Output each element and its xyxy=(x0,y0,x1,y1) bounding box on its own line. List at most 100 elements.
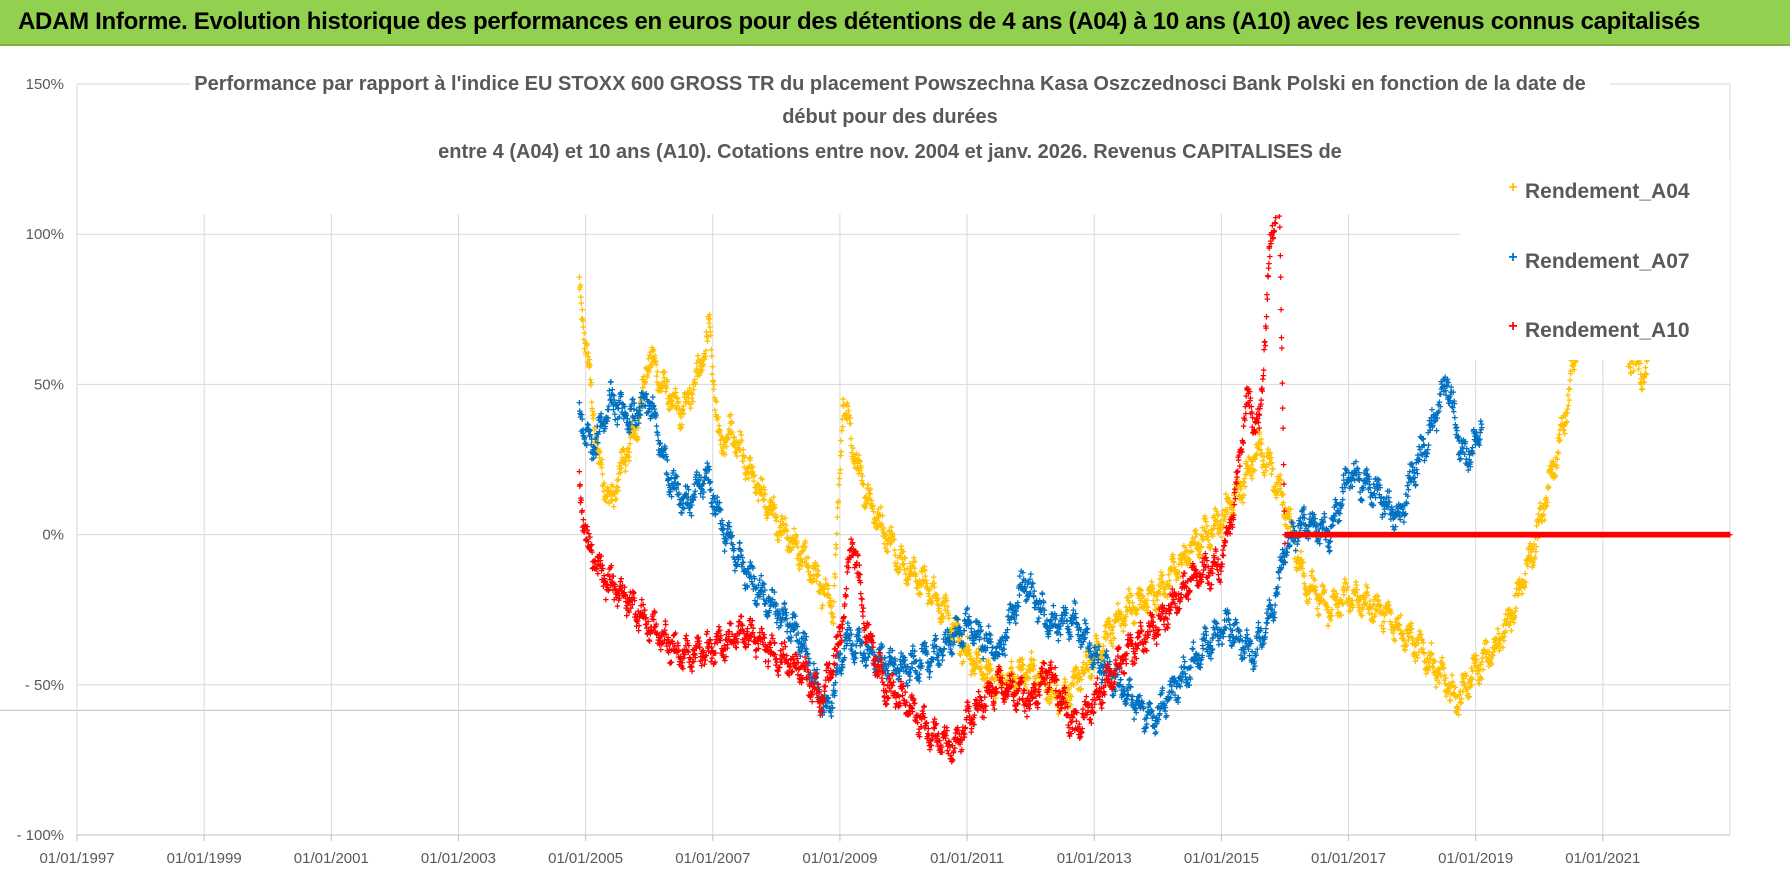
rendement-a04-point: + xyxy=(646,350,652,362)
rendement-a04-point: + xyxy=(688,393,694,405)
rendement-a04-point: + xyxy=(763,507,769,519)
rendement-a04-point: + xyxy=(595,458,601,470)
rendement-a04-point: + xyxy=(710,384,716,396)
rendement-a04-point: + xyxy=(724,435,730,447)
rendement-a04-point: + xyxy=(792,532,798,544)
rendement-a04-point: + xyxy=(767,497,773,509)
rendement-a04-point: + xyxy=(666,391,672,403)
rendement-a04-point: + xyxy=(619,458,625,470)
rendement-a04-point: + xyxy=(788,545,794,557)
rendement-a04-point: + xyxy=(839,421,845,433)
rendement-a07-point: + xyxy=(1187,674,1193,686)
rendement-a04-point: + xyxy=(636,413,642,425)
rendement-a04-point: + xyxy=(856,456,862,468)
rendement-a04-point: + xyxy=(750,472,756,484)
rendement-a04-point: + xyxy=(852,462,858,474)
rendement-a04-point: + xyxy=(787,533,793,545)
rendement-a04-point: + xyxy=(722,450,728,462)
rendement-a04-point: + xyxy=(613,487,619,499)
rendement-a04-point: + xyxy=(723,442,729,454)
rendement-a04-point: + xyxy=(867,484,873,496)
rendement-a04-point: + xyxy=(611,501,617,513)
rendement-a04-point: + xyxy=(816,579,822,591)
rendement-a04-point: + xyxy=(618,447,624,459)
rendement-a04-point: + xyxy=(800,542,806,554)
rendement-a04-point: + xyxy=(649,343,655,355)
rendement-a07-point: + xyxy=(1096,641,1102,653)
rendement-a04-point: + xyxy=(719,449,725,461)
rendement-a04-point: + xyxy=(734,443,740,455)
rendement-a04-point: + xyxy=(837,468,843,480)
rendement-a04-point: + xyxy=(767,495,773,507)
rendement-a04-point: + xyxy=(754,480,760,492)
rendement-a04-point: + xyxy=(678,410,684,422)
rendement-a04-point: + xyxy=(883,547,889,559)
rendement-a04-point: + xyxy=(759,474,765,486)
rendement-a04-point: + xyxy=(799,557,805,569)
rendement-a04-point: + xyxy=(766,502,772,514)
rendement-a04-point: + xyxy=(773,528,779,540)
rendement-a04-point: + xyxy=(769,504,775,516)
rendement-a04-point: + xyxy=(1566,395,1572,407)
rendement-a04-point: + xyxy=(723,432,729,444)
rendement-a04-point: + xyxy=(628,428,634,440)
rendement-a04-point: + xyxy=(716,421,722,433)
rendement-a04-point: + xyxy=(674,392,680,404)
rendement-a04-point: + xyxy=(590,414,596,426)
rendement-a04-point: + xyxy=(727,418,733,430)
rendement-a04-point: + xyxy=(828,601,834,613)
rendement-a04-point: + xyxy=(755,496,761,508)
rendement-a04-point: + xyxy=(805,567,811,579)
rendement-a04-point: + xyxy=(834,502,840,514)
rendement-a04-point: + xyxy=(802,538,808,550)
rendement-a04-point: + xyxy=(870,507,876,519)
rendement-a04-point: + xyxy=(664,399,670,411)
rendement-a04-point: + xyxy=(843,408,849,420)
rendement-a04-point: + xyxy=(846,410,852,422)
rendement-a04-point: + xyxy=(879,518,885,530)
rendement-a04-point: + xyxy=(706,318,712,330)
rendement-a04-point: + xyxy=(670,389,676,401)
rendement-a04-point: + xyxy=(581,328,587,340)
rendement-a04-point: + xyxy=(605,485,611,497)
rendement-a04-point: + xyxy=(829,601,835,613)
rendement-a04-point: + xyxy=(788,538,794,550)
rendement-a04-point: + xyxy=(866,493,872,505)
rendement-a04-point: + xyxy=(675,398,681,410)
rendement-a04-point: + xyxy=(577,282,583,294)
rendement-a04-point: + xyxy=(746,461,752,473)
rendement-a04-point: + xyxy=(621,457,627,469)
rendement-a04-point: + xyxy=(861,500,867,512)
rendement-a04-point: + xyxy=(828,608,834,620)
rendement-a04-point: + xyxy=(702,352,708,364)
rendement-a04-point: + xyxy=(877,520,883,532)
rendement-a04-point: + xyxy=(815,566,821,578)
rendement-a04-point: + xyxy=(688,388,694,400)
rendement-a04-point: + xyxy=(851,450,857,462)
rendement-a04-point: + xyxy=(771,504,777,516)
rendement-a04-point: + xyxy=(708,330,714,342)
rendement-a04-point: + xyxy=(703,331,709,343)
rendement-a04-point: + xyxy=(718,431,724,443)
rendement-a04-point: + xyxy=(717,426,723,438)
rendement-a04-point: + xyxy=(871,518,877,530)
rendement-a04-point: + xyxy=(593,434,599,446)
rendement-a04-point: + xyxy=(726,411,732,423)
rendement-a04-point: + xyxy=(795,559,801,571)
rendement-a04-point: + xyxy=(584,357,590,369)
rendement-a04-point: + xyxy=(860,479,866,491)
rendement-a04-point: + xyxy=(715,426,721,438)
rendement-a04-point: + xyxy=(715,427,721,439)
rendement-a04-point: + xyxy=(595,448,601,460)
rendement-a04-point: + xyxy=(652,357,658,369)
rendement-a04-point: + xyxy=(742,468,748,480)
rendement-a04-point: + xyxy=(588,377,594,389)
rendement-a04-point: + xyxy=(653,371,659,383)
rendement-a04-point: + xyxy=(808,575,814,587)
rendement-a04-point: + xyxy=(772,509,778,521)
rendement-a04-point: + xyxy=(608,495,614,507)
rendement-a04-point: + xyxy=(813,576,819,588)
rendement-a04-point: + xyxy=(665,397,671,409)
rendement-a04-point: + xyxy=(795,542,801,554)
rendement-a04-point: + xyxy=(710,375,716,387)
